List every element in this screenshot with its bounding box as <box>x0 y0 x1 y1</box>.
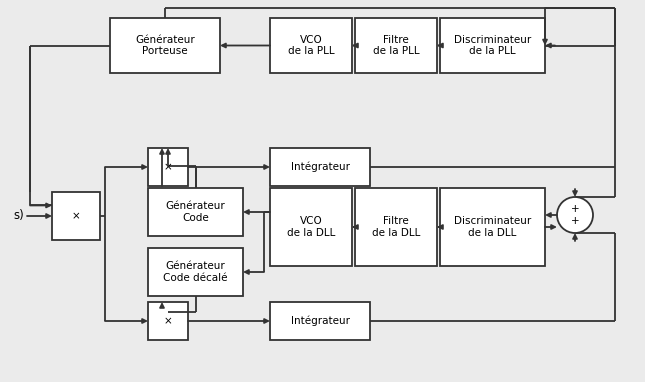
Text: Filtre
de la DLL: Filtre de la DLL <box>372 216 420 238</box>
Text: VCO
de la PLL: VCO de la PLL <box>288 35 334 56</box>
Bar <box>270 302 370 340</box>
Text: Générateur
Code décalé: Générateur Code décalé <box>163 261 228 283</box>
Bar <box>355 18 437 73</box>
Bar <box>440 188 545 266</box>
Bar <box>148 248 243 296</box>
Bar <box>148 302 188 340</box>
Bar <box>110 18 220 73</box>
Text: ×: × <box>164 162 172 172</box>
Text: Intégrateur: Intégrateur <box>290 162 350 172</box>
Bar <box>270 18 352 73</box>
Bar <box>270 148 370 186</box>
Text: Générateur
Code: Générateur Code <box>166 201 225 223</box>
Text: ×: × <box>164 316 172 326</box>
Bar <box>355 188 437 266</box>
Bar <box>148 188 243 236</box>
Text: s): s) <box>14 209 24 222</box>
Text: Filtre
de la PLL: Filtre de la PLL <box>373 35 419 56</box>
Bar <box>148 148 188 186</box>
Bar <box>52 192 100 240</box>
Bar <box>440 18 545 73</box>
Text: ×: × <box>72 211 81 221</box>
Text: +
+: + + <box>571 204 579 226</box>
Text: Discriminateur
de la DLL: Discriminateur de la DLL <box>454 216 531 238</box>
Bar <box>270 188 352 266</box>
Circle shape <box>557 197 593 233</box>
Text: Générateur
Porteuse: Générateur Porteuse <box>135 35 195 56</box>
Text: Discriminateur
de la PLL: Discriminateur de la PLL <box>454 35 531 56</box>
Text: VCO
de la DLL: VCO de la DLL <box>287 216 335 238</box>
Text: Intégrateur: Intégrateur <box>290 316 350 326</box>
